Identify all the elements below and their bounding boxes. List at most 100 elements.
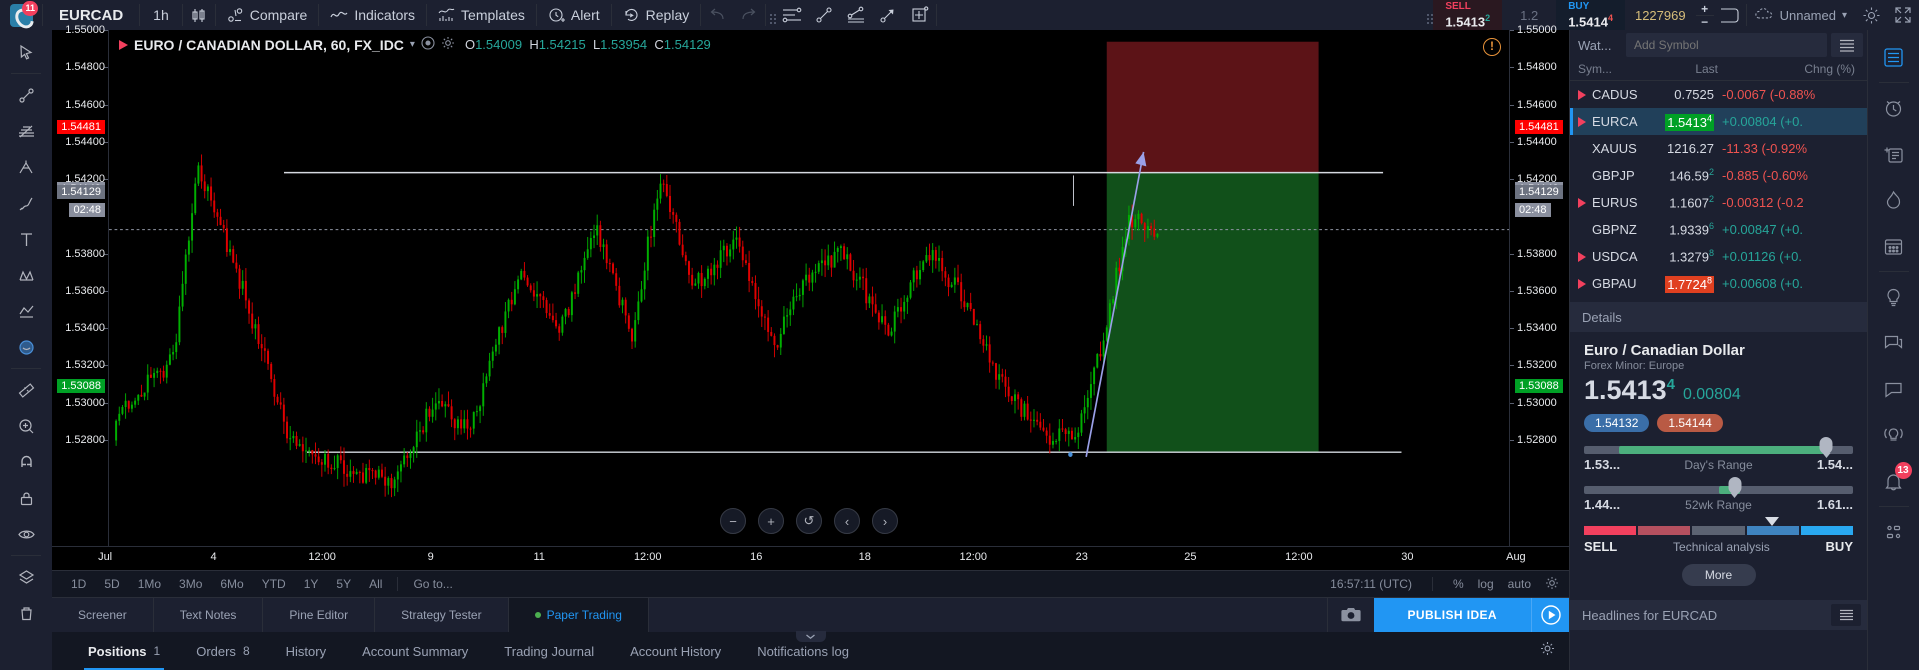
trend-line-tool-icon[interactable] [6,77,46,113]
cursor-tool-icon[interactable] [6,34,46,70]
panel-tab-paper-trading[interactable]: Paper Trading [508,598,649,632]
brush-tool-icon[interactable] [6,185,46,221]
redo-icon[interactable] [733,0,765,30]
order-panel-icon[interactable] [1714,0,1746,30]
timeframe-button[interactable]: 1h [153,7,169,23]
apps-icon[interactable] [1874,509,1914,555]
quantity-decrease[interactable]: − [1701,14,1709,29]
text-tool-icon[interactable] [6,221,46,257]
range-6mo[interactable]: 6Mo [220,577,244,591]
hotlist-icon[interactable] [1874,177,1914,223]
patterns-tool-icon[interactable] [6,257,46,293]
magnet-icon[interactable] [6,444,46,480]
compare-button[interactable]: Compare [216,0,319,30]
quantity-stepper[interactable]: + − [1695,0,1714,30]
auto-scale-button[interactable]: auto [1507,577,1531,591]
legend-symbol-title[interactable]: EURO / CANADIAN DOLLAR, 60, FX_IDC [134,36,404,53]
fib-tool-icon[interactable] [6,113,46,149]
indicators-button[interactable]: Indicators [319,0,426,30]
horizontal-lines-tool-icon[interactable] [776,0,808,30]
snapshot-camera-icon[interactable] [1328,607,1374,623]
measure-tool-icon[interactable] [904,0,936,30]
layout-name-button[interactable]: Unnamed ▾ [1747,0,1855,30]
watchlist-row[interactable]: CADUS 0.7525 -0.0067 (-0.88% [1570,81,1867,108]
range-3mo[interactable]: 3Mo [179,577,203,591]
watchlist-menu-icon[interactable] [1831,33,1863,57]
percent-scale-button[interactable]: % [1452,577,1464,591]
remove-drawings-icon[interactable] [6,595,46,631]
calendar-icon[interactable] [1874,223,1914,269]
scroll-left-button[interactable]: ‹ [834,508,860,534]
watchlist-row[interactable]: GBPAU 1.77248 +0.00608 (+0. [1570,270,1867,297]
sell-button[interactable]: SELL 1.54132 [1433,0,1503,30]
price-scale-right[interactable]: 1.55000 1.54800 1.54600 1.54400 1.54200 1.538… [1509,24,1569,546]
chart-settings-gear-icon[interactable] [1855,0,1887,30]
chevron-down-icon[interactable]: ▾ [409,39,415,50]
subtab-history[interactable]: History [268,632,344,670]
watchlist-row[interactable]: GBPNZ 1.93396 +0.00847 (+0. [1570,216,1867,243]
hide-drawings-icon[interactable] [6,516,46,552]
price-scale-left[interactable]: 1.55000 1.54800 1.54600 1.54400 1.54200 1.538… [52,24,108,546]
reset-chart-button[interactable]: ↺ [796,508,822,534]
subtab-account-history[interactable]: Account History [612,632,739,670]
stream-icon[interactable] [1874,412,1914,458]
quantity-value[interactable]: 1227969 [1634,7,1686,23]
chat-icon[interactable] [1874,320,1914,366]
more-button[interactable]: More [1681,564,1756,586]
fib-retracement-tool-icon[interactable] [840,0,872,30]
undo-icon[interactable] [701,0,733,30]
zoom-out-button[interactable]: − [720,508,746,534]
collapse-panel-button[interactable] [795,631,826,642]
headlines-menu-icon[interactable] [1831,604,1861,626]
positions-settings-gear-icon[interactable] [1540,641,1555,661]
legend-settings-gear-icon[interactable] [441,36,455,53]
private-chat-icon[interactable] [1874,366,1914,412]
range-1y[interactable]: 1Y [303,577,319,591]
scroll-right-button[interactable]: › [872,508,898,534]
emoji-tool-icon[interactable] [6,329,46,365]
panel-tab-pine-editor[interactable]: Pine Editor [263,598,376,632]
replay-button[interactable]: Replay [612,0,701,30]
goto-date-button[interactable]: Go to... [413,577,453,591]
panel-tab-screener[interactable]: Screener [52,598,154,632]
subtab-notifications-log[interactable]: Notifications log [739,632,867,670]
ideas-icon[interactable] [1874,274,1914,320]
technical-analysis-gauge[interactable]: SELL Technical analysis BUY [1584,517,1854,554]
zoom-in-button[interactable]: + [758,508,784,534]
watchlist-row[interactable]: USDCA 1.32798 +0.01126 (+0. [1570,243,1867,270]
app-logo[interactable]: 11 [0,0,42,30]
publish-idea-button[interactable]: PUBLISH IDEA [1373,598,1531,632]
play-icon[interactable] [1531,598,1569,632]
buy-button[interactable]: BUY 1.54144 [1556,0,1625,30]
lock-drawings-icon[interactable] [6,480,46,516]
quantity-increase[interactable]: + [1701,1,1709,16]
subtab-positions[interactable]: Positions 1 [70,632,178,670]
watchlist-icon[interactable] [1874,34,1914,80]
watchlist-row[interactable]: XAUUS 1216.27 -11.33 (-0.92% [1570,135,1867,162]
toolbar-drag-handle[interactable] [766,0,776,30]
subtab-trading-journal[interactable]: Trading Journal [486,632,612,670]
range-ytd[interactable]: YTD [261,577,286,591]
legend-visibility-icon[interactable] [421,36,435,53]
templates-button[interactable]: Templates [427,0,536,30]
warning-icon[interactable]: ! [1483,38,1501,56]
column-change[interactable]: Chng (%) [1804,62,1855,76]
forecast-tool-icon[interactable] [6,293,46,329]
measure-ruler-icon[interactable] [6,372,46,408]
log-scale-button[interactable]: log [1477,577,1494,591]
arrow-tool-icon[interactable] [872,0,904,30]
subtab-orders[interactable]: Orders 8 [178,632,267,670]
panel-tab-strategy-tester[interactable]: Strategy Tester [375,598,509,632]
alarm-icon[interactable] [1874,85,1914,131]
objects-tree-icon[interactable] [6,559,46,595]
range-5y[interactable]: 5Y [336,577,352,591]
add-symbol-input[interactable] [1626,33,1827,57]
column-symbol[interactable]: Sym... [1578,62,1613,76]
chart-properties-gear-icon[interactable] [1545,576,1559,593]
trading-panel-drag-handle[interactable] [1423,0,1433,30]
range-all[interactable]: All [369,577,383,591]
watchlist-row[interactable]: GBPJP 146.592 -0.885 (-0.60% [1570,162,1867,189]
range-1mo[interactable]: 1Mo [137,577,162,591]
trend-line-tool-icon[interactable] [808,0,840,30]
watchlist-row[interactable]: EURUS 1.16072 -0.00312 (-0.2 [1570,189,1867,216]
